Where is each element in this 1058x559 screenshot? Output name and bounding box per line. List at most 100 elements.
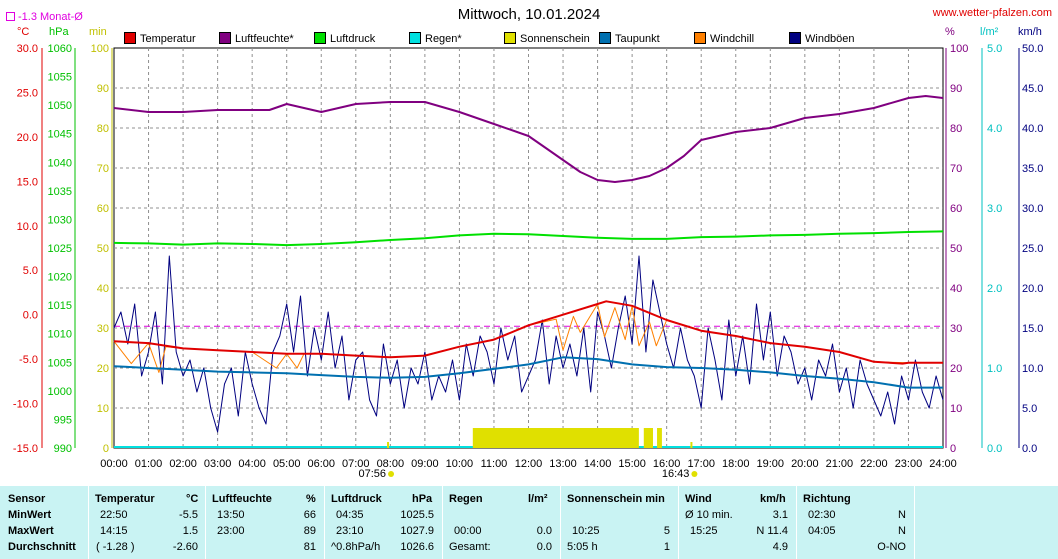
x-tick-label: 15:00: [618, 458, 646, 470]
wind-tick-label: 30.0: [1022, 203, 1043, 215]
legend-label: Luftfeuchte*: [235, 33, 294, 45]
legend-label: Regen*: [425, 33, 462, 45]
rain-tick-label: 1.0: [987, 363, 1002, 375]
durchschnitt-temp-time: ( -1.28 ): [96, 541, 135, 553]
x-tick-label: 06:00: [307, 458, 335, 470]
pressure-tick-label: 1025: [48, 243, 72, 255]
pressure-tick-label: 1020: [48, 272, 72, 284]
humidity-tick-label: 30: [950, 323, 962, 335]
wind-tick-label: 0.0: [1022, 443, 1037, 455]
humidity-tick-label: 60: [950, 203, 962, 215]
humidity-tick-label: 40: [950, 283, 962, 295]
header-temp-unit: °C: [186, 493, 199, 505]
humidity-unit-label: %: [945, 26, 955, 38]
sun-tick-label: 50: [97, 243, 109, 255]
series-line-luftdruck: [113, 230, 944, 247]
pressure-tick-label: 1040: [48, 157, 72, 169]
maxwert-hum-val: 89: [303, 525, 316, 537]
row-label-maxwert: MaxWert: [8, 525, 54, 537]
legend-swatch: [694, 32, 706, 44]
minwert-hum-val: 66: [303, 509, 316, 521]
sun-tick-label: 60: [97, 203, 109, 215]
legend-swatch: [314, 32, 326, 44]
x-tick-label: 24:00: [929, 458, 957, 470]
temp-tick-label: 5.0: [23, 265, 38, 277]
legend-swatch: [219, 32, 231, 44]
durchschnitt-press-val: 1026.6: [400, 541, 434, 553]
x-tick-label: 09:00: [411, 458, 439, 470]
temp-tick-label: 15.0: [17, 176, 38, 188]
x-tick-label: 17:00: [687, 458, 715, 470]
temp-tick-label: 0.0: [23, 310, 38, 322]
minwert-press-time: 04:35: [336, 509, 364, 521]
x-tick-label: 14:00: [584, 458, 612, 470]
legend-swatch: [409, 32, 421, 44]
temp-tick-label: -10.0: [13, 399, 38, 411]
legend-item-temperatur: Temperatur: [124, 32, 196, 45]
humidity-tick-label: 20: [950, 363, 962, 375]
maxwert-press-val: 1027.9: [400, 525, 434, 537]
x-tick-label: 13:00: [549, 458, 577, 470]
x-tick-label: 05:00: [273, 458, 301, 470]
x-tick-label: 10:00: [446, 458, 474, 470]
durchschnitt-rain-time: Gesamt:: [449, 541, 491, 553]
header-regen: Regen: [449, 493, 483, 505]
sun-tick-label: 30: [97, 323, 109, 335]
wind-tick-label: 45.0: [1022, 83, 1043, 95]
pressure-tick-label: 1060: [48, 43, 72, 55]
minwert-temp-val: -5.5: [179, 509, 198, 521]
maxwert-wind-time: 15:25: [690, 525, 718, 537]
header-sonnenschein: Sonnenschein min: [567, 493, 665, 505]
legend-item-sonnenschein: Sonnenschein: [504, 32, 590, 45]
legend-label: Windchill: [710, 33, 755, 45]
rain-tick-label: 3.0: [987, 203, 1002, 215]
legend-swatch: [789, 32, 801, 44]
x-tick-label: 02:00: [169, 458, 197, 470]
legend-swatch: [599, 32, 611, 44]
maxwert-rain-val: 0.0: [536, 525, 552, 537]
header-temperatur: Temperatur: [95, 493, 155, 505]
maxwert-sun-val: 5: [663, 525, 670, 537]
weather-chart: 00:00 01:00 02:00 03:00 04:00 05:00 06:00 07:00…: [13, 43, 1044, 480]
temp-tick-label: -5.0: [19, 354, 38, 366]
pressure-tick-label: 1035: [48, 186, 72, 198]
series-line-temperatur: [113, 300, 943, 365]
row-label-minwert: MinWert: [8, 509, 52, 521]
humidity-tick-label: 50: [950, 243, 962, 255]
x-tick-label: 00:00: [100, 458, 128, 470]
monthly-average-label: -1.3 Monat-Ø: [18, 11, 83, 23]
x-tick-label: 04:00: [238, 458, 266, 470]
sun-tick-label: 90: [97, 83, 109, 95]
durchschnitt-rain-val: 0.0: [536, 541, 552, 553]
legend-item-luftfeuchte: Luftfeuchte*: [219, 32, 294, 45]
x-tick-label: 16:00: [653, 458, 681, 470]
site-link[interactable]: www.wetter-pfalzen.com: [932, 7, 1052, 19]
maxwert-rain-time: 00:00: [454, 525, 482, 537]
maxwert-wind-val: N 11.4: [756, 525, 788, 537]
header-wind-unit: km/h: [760, 493, 786, 505]
humidity-tick-label: 0: [950, 443, 956, 455]
legend-label: Temperatur: [140, 33, 196, 45]
wind-tick-label: 25.0: [1022, 243, 1043, 255]
header-sensor: Sensor: [8, 493, 46, 505]
minwert-hum-time: 13:50: [217, 509, 245, 521]
pressure-tick-label: 1010: [48, 329, 72, 341]
maxwert-temp-time: 14:15: [100, 525, 128, 537]
wind-tick-label: 10.0: [1022, 363, 1043, 375]
rain-unit-label: l/m²: [980, 26, 999, 38]
wind-tick-label: 20.0: [1022, 283, 1043, 295]
durchschnitt-temp-val: -2.60: [172, 541, 198, 553]
pressure-tick-label: 1050: [48, 100, 72, 112]
minwert-dir-val: N: [898, 509, 906, 521]
x-tick-label: 01:00: [135, 458, 163, 470]
legend-swatch: [124, 32, 136, 44]
temp-unit-label: °C: [17, 26, 30, 38]
sun-tick-label: 20: [97, 363, 109, 375]
x-tick-label: 20:00: [791, 458, 819, 470]
header-luftfeuchte: Luftfeuchte: [212, 493, 272, 505]
temp-tick-label: 25.0: [17, 87, 38, 99]
temp-tick-label: -15.0: [13, 443, 38, 455]
legend-item-windchill: Windchill: [694, 32, 754, 45]
minwert-press-val: 1025.5: [400, 509, 434, 521]
pressure-tick-label: 1030: [48, 214, 72, 226]
